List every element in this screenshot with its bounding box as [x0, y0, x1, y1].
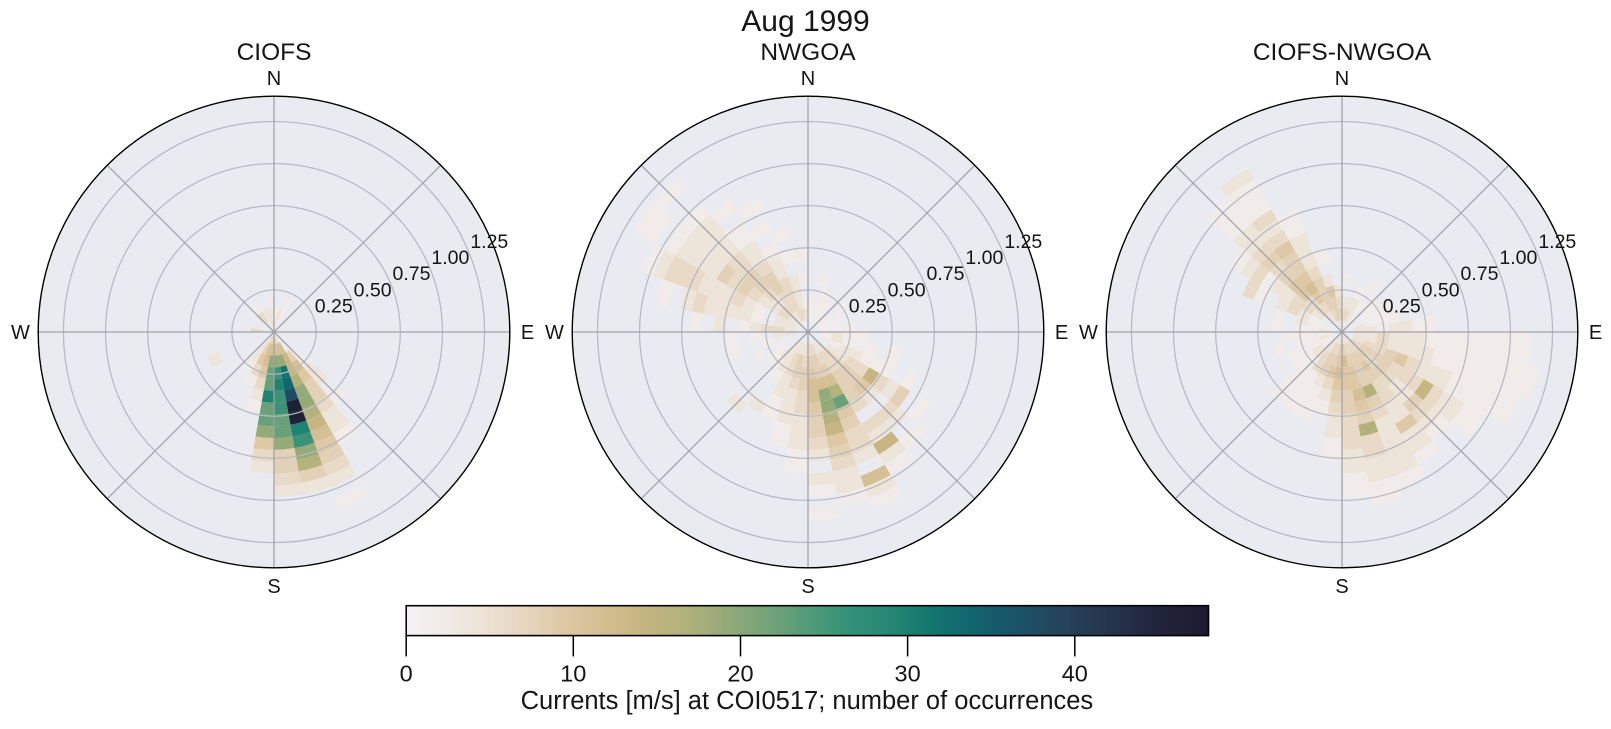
svg-text:0.50: 0.50	[888, 279, 926, 301]
svg-text:W: W	[1079, 322, 1098, 344]
svg-text:S: S	[267, 576, 280, 598]
svg-text:30: 30	[895, 660, 921, 686]
svg-text:0.25: 0.25	[849, 296, 887, 318]
svg-text:0.75: 0.75	[393, 263, 431, 285]
svg-text:40: 40	[1062, 660, 1088, 686]
svg-text:Currents [m/s] at COI0517; num: Currents [m/s] at COI0517; number of occ…	[521, 687, 1094, 715]
svg-text:20: 20	[727, 660, 753, 686]
svg-text:E: E	[1055, 322, 1068, 344]
svg-text:Aug 1999: Aug 1999	[741, 5, 869, 38]
svg-text:0.25: 0.25	[1383, 296, 1421, 318]
svg-text:0.25: 0.25	[315, 296, 353, 318]
svg-text:S: S	[801, 576, 814, 598]
svg-text:1.25: 1.25	[1538, 231, 1576, 253]
svg-text:E: E	[521, 322, 534, 344]
svg-text:W: W	[11, 322, 30, 344]
svg-text:N: N	[801, 68, 815, 90]
svg-text:S: S	[1335, 576, 1348, 598]
svg-text:E: E	[1589, 322, 1602, 344]
svg-text:0: 0	[400, 660, 413, 686]
svg-text:1.00: 1.00	[431, 247, 469, 269]
svg-text:1.25: 1.25	[1004, 231, 1042, 253]
svg-text:10: 10	[560, 660, 586, 686]
svg-text:N: N	[1335, 68, 1349, 90]
svg-text:0.75: 0.75	[1461, 263, 1499, 285]
svg-text:1.25: 1.25	[470, 231, 508, 253]
svg-text:W: W	[545, 322, 564, 344]
svg-text:1.00: 1.00	[1499, 247, 1537, 269]
svg-text:N: N	[267, 68, 281, 90]
svg-text:1.00: 1.00	[965, 247, 1003, 269]
svg-text:CIOFS: CIOFS	[237, 39, 312, 66]
svg-text:CIOFS-NWGOA: CIOFS-NWGOA	[1253, 39, 1432, 66]
svg-text:0.50: 0.50	[354, 279, 392, 301]
svg-text:NWGOA: NWGOA	[760, 39, 856, 66]
svg-text:0.50: 0.50	[1422, 279, 1460, 301]
svg-text:0.75: 0.75	[927, 263, 965, 285]
